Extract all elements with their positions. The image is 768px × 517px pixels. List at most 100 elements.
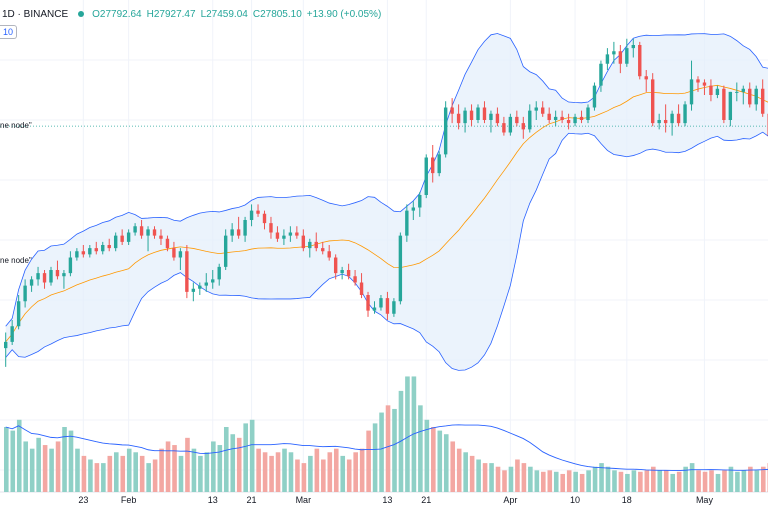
candle [275,226,280,242]
candle [178,248,183,270]
candle-body [366,295,370,311]
x-tick-label: 18 [622,495,632,505]
indicator-badge[interactable]: 10 [0,25,18,39]
candle [463,107,467,133]
candle [741,85,745,105]
volume-bar [139,455,145,492]
candle-body [236,229,241,236]
candle [508,113,513,136]
candle-body [165,238,170,249]
candle [288,226,293,242]
candle-body [139,226,144,236]
volume-bar [689,463,695,492]
candle [547,107,551,124]
candle [502,116,506,136]
volume-bar [437,430,443,492]
candle [16,295,21,330]
candle-body [146,229,150,236]
volume-bar [230,434,236,492]
candle-body [178,251,183,258]
candle-body [295,232,299,236]
volume-bar [223,427,229,492]
volume-bar [560,473,566,492]
x-tick-label: 21 [247,495,257,505]
volume-bar [579,473,585,492]
candle [541,101,545,117]
volume-bar [702,471,708,492]
volume-bar [146,463,151,492]
volume-bar [29,448,35,492]
candle-body [424,157,428,195]
candle [42,270,47,289]
drawing-label-2[interactable]: ne node" [0,256,32,265]
x-tick-label: 21 [421,495,431,505]
candle [68,251,73,277]
candle [340,266,344,280]
candle [346,263,351,280]
candle [709,79,713,102]
candle-body [515,116,519,124]
candle [23,279,27,308]
candle-body [760,88,765,114]
candle-body [204,282,208,286]
volume-bar [372,423,378,492]
candle-body [217,266,221,280]
candle-body [748,88,752,105]
band-fill [5,33,768,371]
candle [728,91,733,127]
volume-bar [211,441,216,492]
volume-bar [508,466,514,492]
candle [612,41,616,64]
symbol-interval[interactable]: 1D · BINANCE [2,8,69,20]
candle [754,85,758,111]
candle [49,266,53,286]
volume-bar [68,430,74,492]
volume-bar [424,419,430,492]
volume-bar [55,441,61,492]
candle-body [418,195,422,208]
volume-bar [295,459,300,492]
volume-bar [670,473,676,492]
candle [560,110,564,124]
candle [521,116,525,139]
volume-bar [405,376,410,492]
volume-bar [23,441,29,492]
candle [295,226,299,239]
candle-body [88,248,92,255]
candle-body [353,276,357,283]
candle [230,223,234,242]
candle [722,85,726,124]
candle-body [81,251,86,255]
volume-bar [314,448,320,492]
candle [392,298,396,317]
drawing-label-1[interactable]: ne node" [0,121,32,130]
volume-bar [379,412,384,492]
candle [638,41,642,80]
candle-body [75,251,79,258]
candle [10,320,14,345]
candle-body [431,157,435,174]
candle [553,110,558,127]
candle-body [262,213,267,224]
volume-bar [566,470,572,492]
volume-bar [16,419,22,492]
candle-body [398,235,403,302]
candle [696,76,700,92]
candle-body [534,107,538,111]
candle [631,38,635,58]
candle-body [211,279,215,283]
candle [735,82,739,102]
candle [126,229,131,245]
volume-bar [418,405,423,492]
candle-body [495,113,500,124]
volume-bar [754,470,760,492]
volume-bar [133,452,138,492]
candle-body [625,48,629,64]
volume-bar [359,448,365,492]
candle [495,107,500,127]
candle [379,295,383,311]
candle-body [346,270,351,277]
candle-body [618,51,623,64]
